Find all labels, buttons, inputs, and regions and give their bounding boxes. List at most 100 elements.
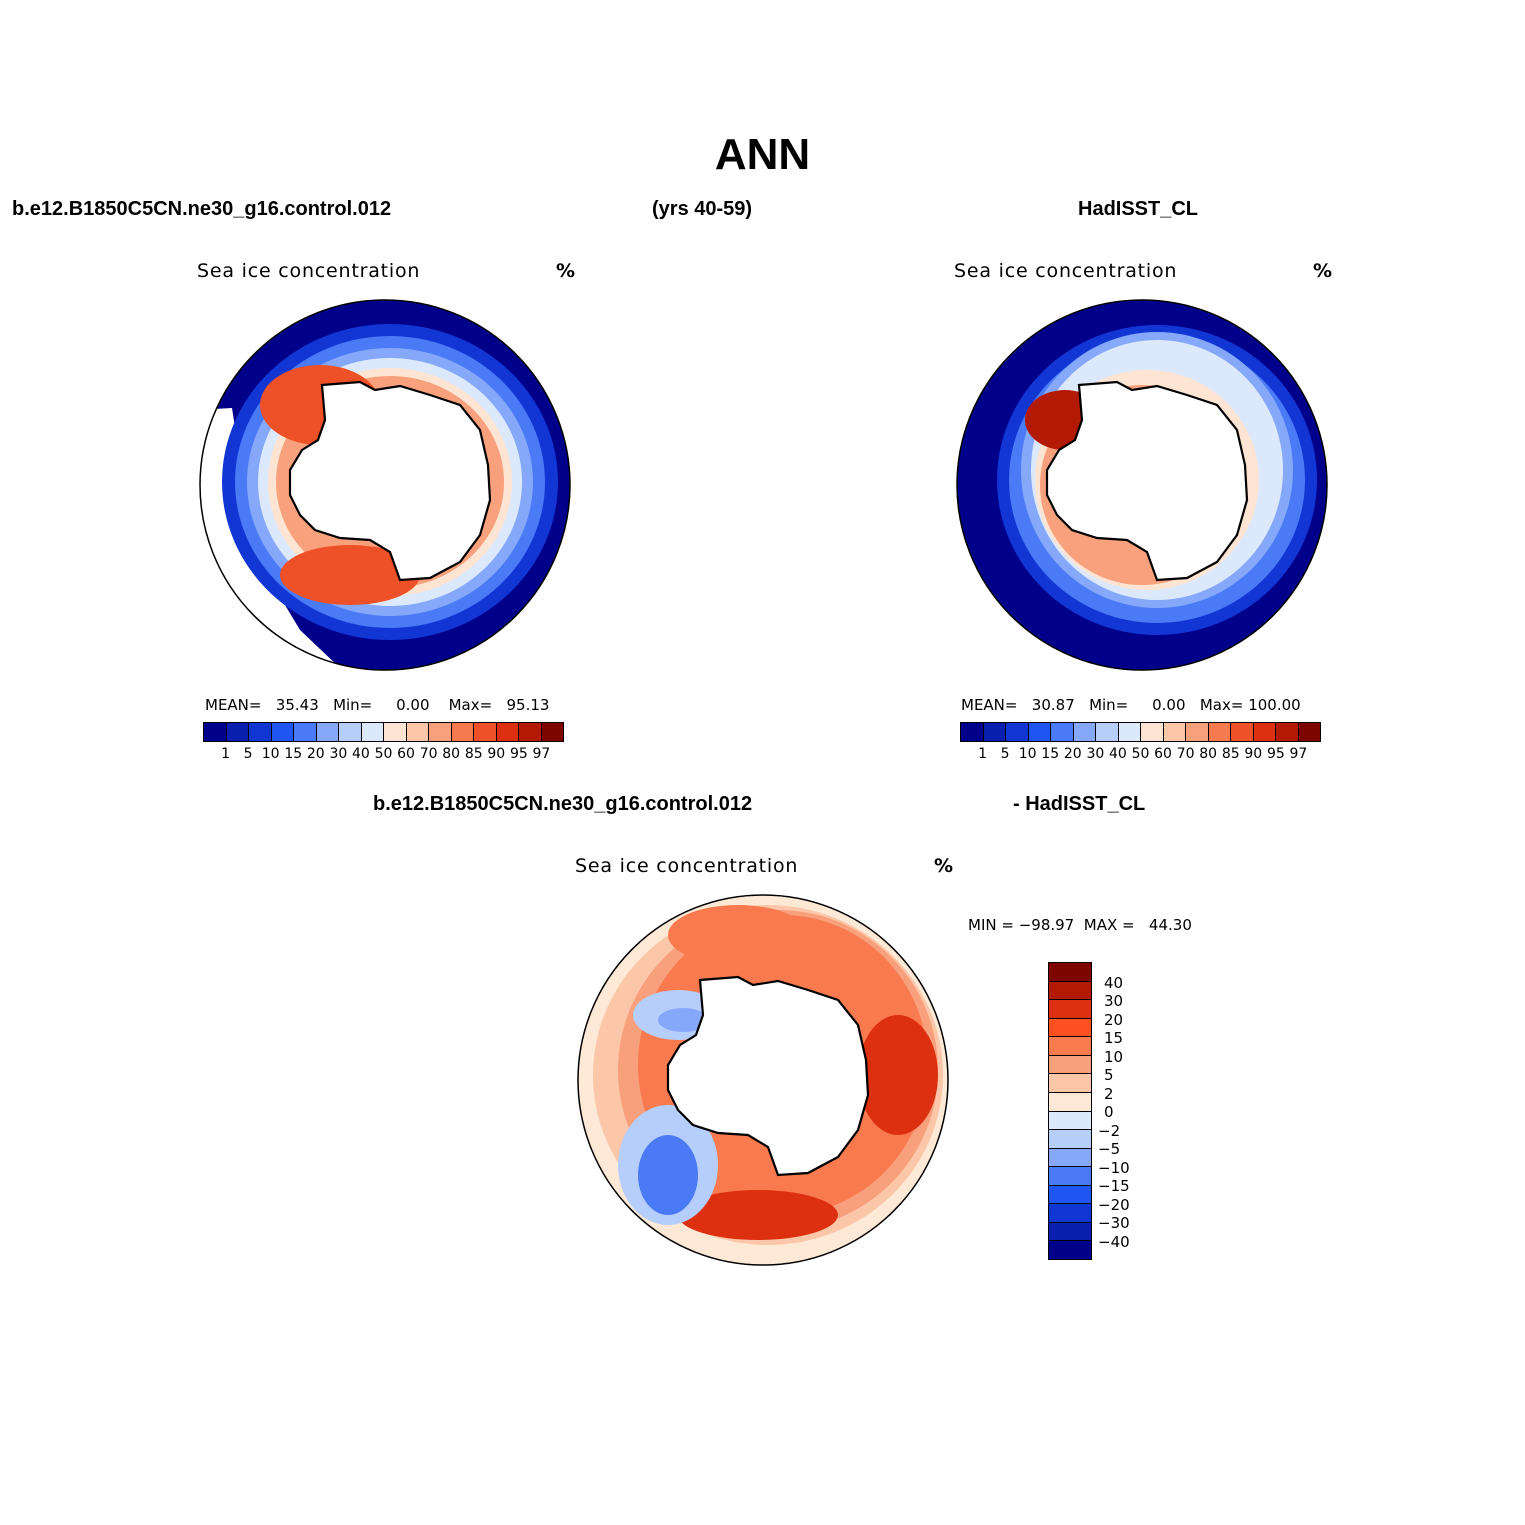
colorbar-swatch	[271, 723, 294, 741]
colorbar-tick-label: 97	[532, 746, 551, 762]
colorbar-tick-label: 5	[1000, 746, 1010, 762]
colorbar-swatch	[1049, 981, 1091, 1001]
colorbar-tick-label: 10	[261, 746, 280, 762]
colorbar-swatch	[1231, 723, 1254, 741]
colorbar-tick-label: 97	[1289, 746, 1308, 762]
colorbar-tick-label: 80	[1199, 746, 1218, 762]
colorbar-tick-label: 40	[1109, 746, 1127, 762]
diff-polar-map	[577, 894, 949, 1266]
colorbar-swatch	[1118, 723, 1141, 741]
obs-colorbar-labels: 1 5 10 15 20 30 40 50 60 70 80 85 90 95 97	[960, 742, 1321, 762]
colorbar-tick-label: 15	[1041, 746, 1060, 762]
colorbar-tick-label: 90	[487, 746, 506, 762]
colorbar-tick-label: 40	[1104, 973, 1124, 992]
colorbar-swatch	[226, 723, 249, 741]
colorbar-tick-label: 20	[306, 746, 325, 762]
diff-colorbar-swatches	[1048, 962, 1092, 1260]
colorbar-tick-label: 15	[284, 746, 303, 762]
colorbar-swatch	[496, 723, 519, 741]
diff-colorbar-labels: 40 30 20 15 10 5 2 0 −2 −5 −10 −15 −20 −30 −40	[1098, 962, 1158, 1262]
colorbar-swatch	[1276, 723, 1299, 741]
colorbar-tick-label: 60	[397, 746, 415, 762]
colorbar-swatch	[541, 723, 563, 741]
colorbar-swatch	[1049, 1055, 1091, 1075]
colorbar-swatch	[474, 723, 497, 741]
colorbar-tick-label: −20	[1098, 1195, 1130, 1214]
colorbar-tick-label: 10	[1104, 1047, 1124, 1066]
obs-colorbar-swatches	[960, 722, 1321, 742]
colorbar-swatch	[204, 723, 227, 741]
colorbar-tick-label: 80	[442, 746, 461, 762]
colorbar-tick-label: 50	[374, 746, 393, 762]
model-colorbar-swatches	[203, 722, 564, 742]
colorbar-swatch	[1049, 1074, 1091, 1093]
figure-title: ANN	[714, 130, 811, 179]
colorbar-swatch	[1049, 1037, 1091, 1056]
colorbar-swatch	[1298, 723, 1320, 741]
colorbar-tick-label: 1	[978, 746, 988, 762]
colorbar-tick-label: −15	[1098, 1177, 1130, 1195]
ross-ice-max	[280, 545, 420, 605]
positive-bias-south	[678, 1190, 838, 1240]
obs-colorbar: 1 5 10 15 20 30 40 50 60 70 80 85 90 95 97	[960, 722, 1321, 762]
obs-stats: MEAN= 30.87 Min= 0.00 Max= 100.00	[961, 696, 1301, 714]
colorbar-tick-label: 15	[1104, 1029, 1124, 1047]
model-stats: MEAN= 35.43 Min= 0.00 Max= 95.13	[205, 696, 550, 714]
colorbar-swatch	[1049, 1092, 1091, 1112]
years-label: (yrs 40-59)	[652, 198, 753, 220]
colorbar-swatch	[429, 723, 452, 741]
model-panel-unit: %	[556, 260, 576, 282]
colorbar-swatch	[1049, 1185, 1091, 1205]
colorbar-swatch	[1049, 1000, 1091, 1019]
colorbar-swatch	[1049, 1167, 1091, 1186]
colorbar-tick-label: −30	[1098, 1214, 1130, 1232]
colorbar-tick-label: 40	[352, 746, 370, 762]
obs-panel-unit: %	[1313, 260, 1333, 282]
colorbar-swatch	[1049, 1222, 1091, 1242]
colorbar-tick-label: 50	[1131, 746, 1150, 762]
colorbar-swatch	[519, 723, 542, 741]
colorbar-tick-label: 5	[243, 746, 253, 762]
model-case-name: b.e12.B1850C5CN.ne30_g16.control.012	[12, 198, 392, 220]
colorbar-tick-label: 1	[221, 746, 231, 762]
colorbar-swatch	[406, 723, 429, 741]
model-polar-map	[199, 299, 571, 671]
colorbar-swatch	[1163, 723, 1186, 741]
colorbar-swatch	[1049, 1130, 1091, 1149]
colorbar-tick-label: 70	[419, 746, 438, 762]
colorbar-swatch	[961, 723, 984, 741]
colorbar-tick-label: 95	[1266, 746, 1285, 762]
colorbar-tick-label: −10	[1098, 1158, 1130, 1177]
colorbar-swatch	[1028, 723, 1051, 741]
colorbar-swatch	[339, 723, 362, 741]
colorbar-tick-label: 0	[1104, 1103, 1114, 1121]
colorbar-swatch	[1049, 1111, 1091, 1131]
colorbar-tick-label: 30	[329, 746, 348, 762]
obs-panel-title: Sea ice concentration	[954, 260, 1178, 282]
positive-bias-east	[858, 1015, 938, 1135]
diff-obs-name: - HadISST_CL	[1013, 793, 1146, 815]
colorbar-swatch	[1049, 963, 1091, 982]
colorbar-swatch	[1049, 1241, 1091, 1259]
model-panel-title: Sea ice concentration	[197, 260, 421, 282]
diff-panel-title: Sea ice concentration	[575, 855, 799, 877]
colorbar-swatch	[316, 723, 339, 741]
colorbar-tick-label: −5	[1098, 1140, 1121, 1158]
colorbar-swatch	[384, 723, 407, 741]
colorbar-swatch	[1208, 723, 1231, 741]
diff-panel-unit: %	[934, 855, 954, 877]
antarctica-outline	[666, 975, 870, 1177]
colorbar-swatch	[1049, 1148, 1091, 1168]
colorbar-tick-label: 20	[1063, 746, 1082, 762]
colorbar-tick-label: 10	[1018, 746, 1037, 762]
diff-model-name: b.e12.B1850C5CN.ne30_g16.control.012	[373, 793, 753, 815]
colorbar-tick-label: 90	[1244, 746, 1263, 762]
diff-stats: MIN = −98.97 MAX = 44.30	[968, 916, 1192, 934]
antarctica-outline	[1045, 380, 1249, 582]
model-colorbar-labels: 1 5 10 15 20 30 40 50 60 70 80 85 90 95 97	[203, 742, 564, 762]
colorbar-tick-label: −40	[1098, 1232, 1130, 1251]
colorbar-tick-label: 60	[1154, 746, 1172, 762]
colorbar-swatch	[451, 723, 474, 741]
colorbar-swatch	[294, 723, 317, 741]
colorbar-swatch	[983, 723, 1006, 741]
